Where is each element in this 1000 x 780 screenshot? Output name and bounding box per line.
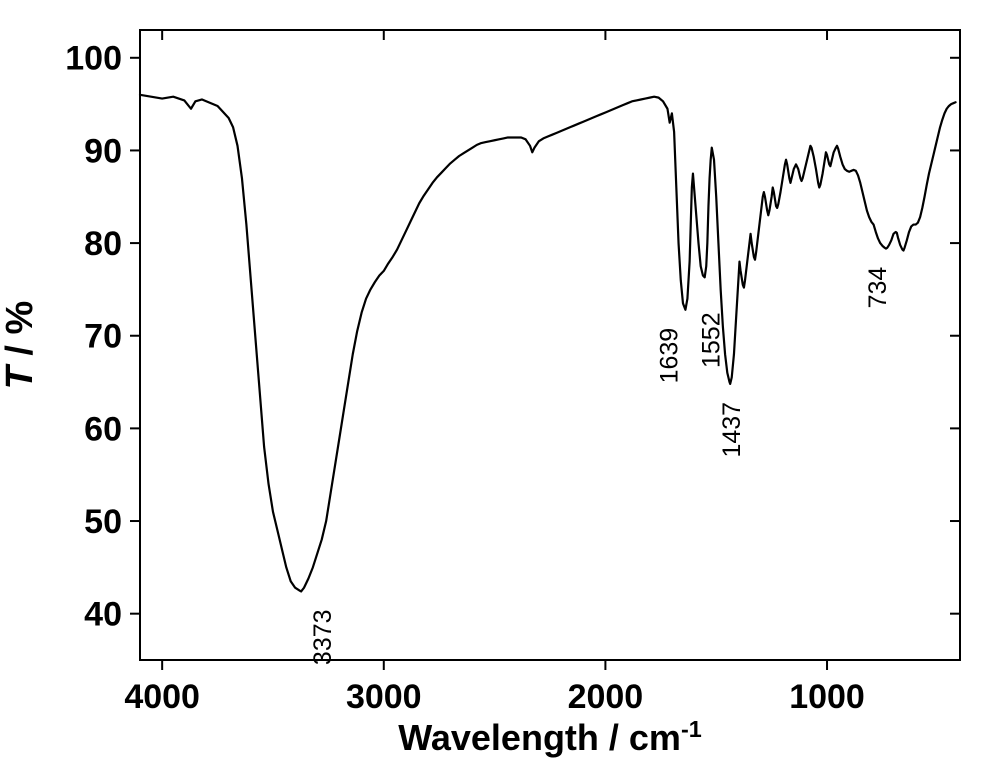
x-tick-label: 3000 xyxy=(346,678,422,716)
y-tick-label: 80 xyxy=(84,225,122,263)
peak-label: 1639 xyxy=(655,328,683,384)
y-tick-label: 90 xyxy=(84,132,122,170)
y-tick-label: 70 xyxy=(84,318,122,356)
peak-label: 734 xyxy=(864,267,892,309)
peak-label: 1437 xyxy=(718,402,746,458)
y-tick-label: 40 xyxy=(84,596,122,634)
y-tick-label: 50 xyxy=(84,503,122,541)
ir-spectrum-chart: 4000 3000 2000 1000 40 50 60 70 80 90 100 Wavelengt… xyxy=(0,0,1000,780)
x-axis-title: Wavelength / cm-1 xyxy=(398,716,702,758)
chart-svg: 4000 3000 2000 1000 40 50 60 70 80 90 100 Wavelengt… xyxy=(0,0,1000,780)
plot-frame xyxy=(140,30,960,660)
y-tick-label: 100 xyxy=(65,40,122,78)
peak-label: 1552 xyxy=(698,312,726,368)
peak-label: 3373 xyxy=(309,609,337,665)
x-tick-label: 4000 xyxy=(124,678,200,716)
y-axis-title: T / % xyxy=(0,301,41,390)
x-tick-label: 1000 xyxy=(789,678,865,716)
y-tick-label: 60 xyxy=(84,410,122,448)
x-tick-label: 2000 xyxy=(568,678,644,716)
